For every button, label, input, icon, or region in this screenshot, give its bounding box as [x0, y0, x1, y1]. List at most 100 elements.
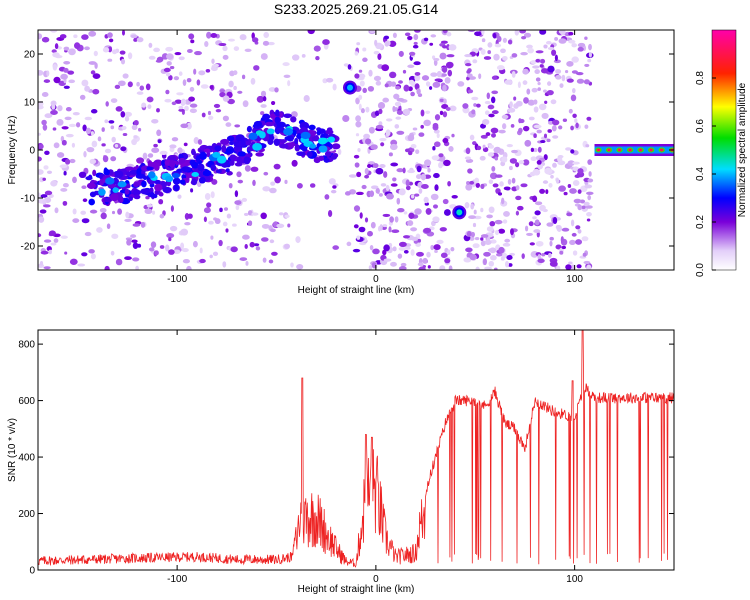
- spectrogram-blob: [60, 187, 68, 192]
- spectrogram-blob: [442, 111, 448, 118]
- spectrogram-blob: [439, 227, 447, 232]
- spectrogram-blob: [390, 162, 399, 167]
- spectrogram-blob: [552, 135, 559, 139]
- spectrogram-blob: [386, 193, 394, 200]
- spectrogram-blob: [356, 235, 361, 240]
- spectrogram-blob: [357, 73, 366, 79]
- spectrogram-blob: [569, 188, 577, 194]
- spectrogram-blob: [582, 252, 587, 257]
- spectrogram-blob: [442, 45, 448, 49]
- spectrogram-blob: [563, 191, 568, 196]
- spectrogram-blob: [398, 80, 403, 84]
- spectrogram-blob: [446, 31, 452, 37]
- spectrogram-blob: [566, 78, 574, 83]
- spectrogram-blob: [397, 253, 403, 259]
- spectrogram-blob: [448, 265, 453, 270]
- spectrogram-blob: [309, 183, 316, 188]
- spectrogram-blob: [68, 48, 76, 56]
- spectrogram-blob: [323, 158, 330, 163]
- spectrogram-blob: [572, 250, 578, 256]
- spectrogram-blob: [219, 91, 226, 98]
- spectrogram-blob: [196, 79, 201, 86]
- spectrogram-blob: [146, 96, 154, 103]
- spectrogram-blob: [451, 133, 455, 138]
- spectrogram-blob: [432, 122, 439, 129]
- spectrogram-blob: [369, 30, 375, 34]
- spectrogram-blob: [112, 187, 119, 193]
- spectrogram-blob: [63, 85, 70, 89]
- spectrogram-blob: [394, 101, 402, 107]
- spectrogram-blob: [414, 30, 421, 33]
- spectrogram-blob: [559, 30, 566, 36]
- spectrogram-blob: [152, 210, 156, 215]
- spectrogram-blob: [403, 211, 408, 215]
- spectrogram-blob: [532, 195, 538, 203]
- spectrogram-blob: [165, 175, 174, 183]
- spectrogram-blob: [440, 252, 448, 259]
- spectrogram-blob: [124, 188, 130, 195]
- spectrogram-blob: [467, 73, 473, 78]
- spectrogram-blob: [82, 198, 88, 203]
- spectrogram-blob: [572, 113, 577, 119]
- spectrogram-blob: [537, 87, 541, 91]
- spectrogram-blob: [407, 64, 415, 69]
- spectrogram-blob: [156, 108, 160, 113]
- spectrogram-blob: [166, 53, 174, 60]
- spectrogram-blob: [313, 45, 321, 52]
- spectrogram-blob: [444, 258, 451, 264]
- spectrogram-blob: [347, 84, 353, 91]
- spectrogram-blob: [268, 87, 277, 92]
- spectrogram-blob: [42, 199, 47, 206]
- spectrogram-blob: [78, 171, 87, 179]
- spectrogram-blob: [303, 95, 310, 102]
- spectrogram-blob: [368, 126, 375, 134]
- spectrogram-blob: [108, 120, 115, 124]
- spectrogram-blob: [153, 47, 161, 53]
- spectrogram-blob: [508, 263, 513, 267]
- spectrogram-blob: [133, 194, 141, 200]
- spectrogram-blob: [442, 137, 449, 144]
- spectrogram-blob: [126, 239, 132, 246]
- spectrogram-blob: [402, 108, 411, 116]
- spectrogram-blob: [494, 174, 503, 178]
- spectrogram-blob: [536, 160, 542, 165]
- spectrogram-blob: [488, 144, 494, 149]
- spectrogram-blob: [501, 156, 508, 163]
- spectrogram-blob: [125, 211, 130, 219]
- spectrogram-blob: [325, 77, 334, 83]
- spectrogram-blob: [131, 239, 138, 243]
- spectrogram-blob: [166, 61, 172, 66]
- spectrogram-blob: [526, 232, 533, 236]
- spectrogram-blob: [584, 36, 588, 40]
- spectrogram-blob: [163, 67, 171, 73]
- spectrogram-blob: [159, 150, 168, 156]
- spectrogram-blob: [367, 164, 372, 168]
- spectrogram-blob: [565, 264, 572, 270]
- spectrogram-blob: [566, 61, 574, 67]
- spectrogram-blob: [130, 234, 137, 238]
- spectrogram-blob: [392, 177, 397, 182]
- spectrogram-blob: [544, 167, 553, 175]
- spectrogram-blob: [450, 246, 455, 252]
- spectrogram-blob: [543, 154, 548, 161]
- spectrogram-blob: [235, 134, 245, 142]
- spectrogram-blob: [82, 124, 87, 132]
- spectrogram-blob: [517, 81, 521, 89]
- x-tick-label: 0: [373, 574, 379, 585]
- spectrogram-blob: [161, 159, 166, 167]
- spectrogram-blob: [577, 229, 582, 234]
- spectrogram-blob: [358, 103, 362, 111]
- spectrogram-blob: [355, 121, 362, 128]
- spectrogram-blob: [583, 201, 590, 206]
- spectrogram-blob: [93, 50, 98, 57]
- snr-y-ticks: 0 200 400 600 800: [18, 340, 674, 577]
- spectrogram-blob: [61, 139, 67, 146]
- colorbar: 0.0 0.2 0.4 0.6 0.8 Normalized spectral ampl…: [695, 29, 748, 277]
- spectrogram-blob: [64, 158, 71, 165]
- spectrogram-blob: [110, 250, 115, 256]
- spectrogram-blob: [48, 194, 54, 198]
- spectrogram-blob: [380, 183, 387, 187]
- spectrogram-blob: [324, 194, 330, 200]
- spectrogram-blob: [388, 152, 393, 157]
- spectrogram-blob: [404, 246, 411, 250]
